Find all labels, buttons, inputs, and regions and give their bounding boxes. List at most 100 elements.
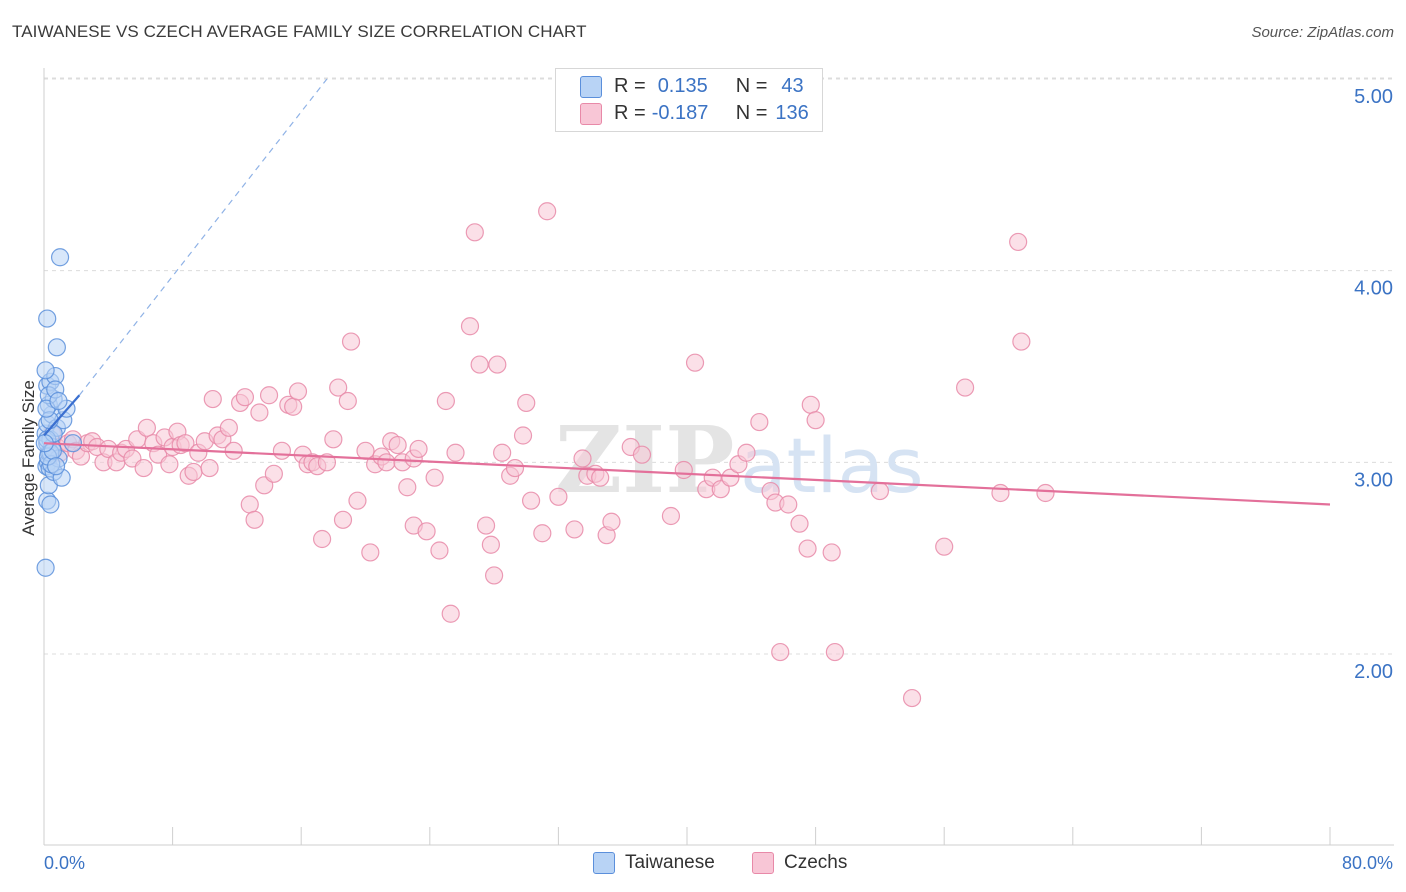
czechs-point xyxy=(798,539,817,558)
czechs-point xyxy=(259,386,279,405)
czechs-point xyxy=(250,403,269,422)
czechs-points xyxy=(42,202,1055,708)
czechs-point xyxy=(493,443,512,462)
czechs-point xyxy=(312,529,332,549)
y-tick-label: 4.00 xyxy=(1354,278,1393,300)
czechs-legend-swatch xyxy=(752,852,774,874)
czechs-point xyxy=(505,458,525,478)
n-label: N = xyxy=(735,75,768,97)
czechs-point xyxy=(272,441,292,460)
czechs-point xyxy=(409,439,428,459)
x-tick-label: 0.0% xyxy=(44,853,85,873)
czechs-point xyxy=(902,688,922,708)
series-legend: Taiwanese Czechs xyxy=(0,850,1406,880)
czechs-point xyxy=(388,435,407,455)
czechs-point xyxy=(219,418,238,437)
source-credit: Source: ZipAtlas.com xyxy=(1251,24,1394,41)
n-label: N = xyxy=(735,102,768,124)
legend-item-taiwanese[interactable]: Taiwanese xyxy=(593,852,715,874)
czechs-point xyxy=(341,332,361,351)
czechs-point xyxy=(870,481,890,501)
czechs-point xyxy=(333,510,353,529)
tick-labels: 2.00 3.00 4.00 5.00 0.0% 80.0% xyxy=(44,86,1393,873)
taiwanese-point xyxy=(38,309,57,328)
r-label: R = xyxy=(614,75,646,97)
czechs-point xyxy=(488,355,507,374)
taiwanese-point xyxy=(36,361,55,380)
taiwanese-swatch xyxy=(580,75,602,98)
czechs-point xyxy=(602,512,621,531)
czechs-point xyxy=(134,458,153,478)
czechs-point xyxy=(470,355,489,374)
czechs-point xyxy=(436,391,455,411)
czechs-point xyxy=(446,443,465,462)
czechs-point xyxy=(398,478,417,497)
x-tick-label: 80.0% xyxy=(1342,853,1393,873)
czechs-point xyxy=(750,412,769,432)
czechs-point xyxy=(481,535,500,554)
czechs-point xyxy=(160,455,179,474)
czechs-point xyxy=(465,223,484,242)
czechs-point xyxy=(822,543,841,562)
czechs-point xyxy=(137,418,156,437)
czechs-point xyxy=(771,642,790,662)
czechs-point xyxy=(425,468,444,487)
czechs-point xyxy=(361,543,380,562)
taiwanese-trend-extension xyxy=(78,78,328,396)
czechs-point xyxy=(721,468,740,487)
czechs-point xyxy=(573,449,592,468)
y-tick-label: 3.00 xyxy=(1354,469,1393,491)
czechs-point xyxy=(935,537,954,556)
czechs-point xyxy=(790,514,809,533)
czechs-trend-line xyxy=(43,442,1331,506)
y-tick-label: 5.00 xyxy=(1354,86,1393,108)
taiwanese-legend-swatch xyxy=(593,852,615,874)
czechs-point xyxy=(329,378,348,397)
czechs-point xyxy=(417,522,436,541)
taiwanese-point xyxy=(47,338,66,357)
taiwanese-point xyxy=(41,495,60,514)
czechs-point xyxy=(549,487,568,506)
czechs-point xyxy=(801,395,820,414)
czechs-point xyxy=(430,541,449,560)
taiwanese-points xyxy=(35,248,83,577)
czechs-point xyxy=(317,453,337,472)
czechs-point xyxy=(176,434,195,453)
czechs-point xyxy=(1012,332,1031,351)
r-label: R = xyxy=(614,102,646,124)
taiwanese-point xyxy=(36,558,55,577)
czechs-point xyxy=(806,411,825,430)
taiwanese-trend-line xyxy=(43,394,81,437)
czechs-point xyxy=(825,642,844,662)
legend-label-taiwanese: Taiwanese xyxy=(625,852,715,873)
czechs-point xyxy=(565,520,584,539)
chart-title: TAIWANESE VS CZECH AVERAGE FAMILY SIZE C… xyxy=(12,22,587,41)
czechs-point xyxy=(200,458,219,478)
czechs-point xyxy=(460,317,480,336)
czechs-point xyxy=(991,483,1010,503)
czechs-point xyxy=(235,388,255,407)
czechs-point xyxy=(348,491,367,510)
czechs-point xyxy=(245,510,264,529)
trend-lines xyxy=(43,78,1331,506)
czechs-point xyxy=(685,353,705,372)
czechs-point xyxy=(324,430,343,449)
correlation-row-czechs: R = -0.187 N = 136 xyxy=(580,102,809,125)
czechs-point xyxy=(1036,483,1055,503)
n-value: 136 xyxy=(775,102,809,124)
r-value: -0.187 xyxy=(651,102,709,124)
legend-label-czechs: Czechs xyxy=(784,852,848,873)
czechs-point xyxy=(288,382,308,401)
correlation-row-taiwanese: R = 0.135 N = 43 xyxy=(580,75,804,98)
czechs-point xyxy=(264,464,283,483)
grid-lines xyxy=(44,77,1394,655)
legend-item-czechs[interactable]: Czechs xyxy=(752,852,847,874)
taiwanese-point xyxy=(46,457,66,476)
czechs-point xyxy=(485,566,504,585)
czechs-point xyxy=(632,445,652,464)
czechs-point xyxy=(338,391,357,411)
czechs-point xyxy=(538,202,557,221)
czechs-swatch xyxy=(580,102,602,125)
czechs-point xyxy=(284,397,303,416)
czechs-point xyxy=(476,516,496,535)
